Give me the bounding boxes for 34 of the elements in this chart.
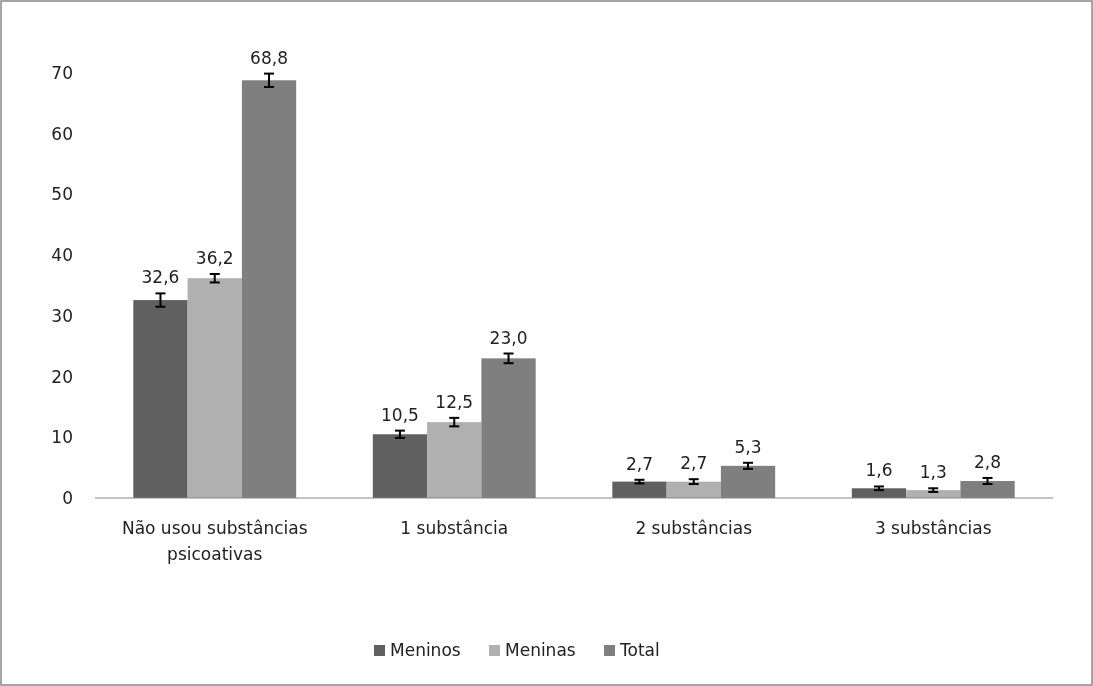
- y-tick-label: 50: [51, 184, 73, 205]
- x-tick-label: 3 substâncias: [874, 518, 992, 538]
- bar: [851, 488, 907, 498]
- x-tick-label: 1 substância: [400, 518, 509, 538]
- legend-label: Total: [619, 640, 660, 660]
- data-label: 12,5: [435, 391, 474, 412]
- y-tick-label: 0: [62, 488, 73, 508]
- y-tick-label: 20: [51, 366, 73, 387]
- y-tick-label: 40: [51, 245, 73, 266]
- legend-label: Meninos: [390, 640, 461, 660]
- data-label: 2,8: [974, 451, 1002, 472]
- bar: [187, 278, 242, 498]
- data-label: 1,3: [919, 462, 947, 483]
- y-tick-label: 60: [51, 123, 73, 144]
- data-label: 5,3: [734, 436, 762, 457]
- y-tick-label: 10: [51, 427, 73, 448]
- x-tick-label: 2 substâncias: [635, 518, 753, 538]
- bar: [372, 434, 428, 498]
- data-label: 36,2: [195, 247, 234, 268]
- bar: [666, 481, 721, 498]
- x-tick-label: Não usou substâncias psicoativas: [121, 518, 308, 564]
- y-tick-label: 70: [51, 63, 73, 83]
- bar: [612, 481, 667, 498]
- legend-label: Meninas: [505, 640, 576, 660]
- data-label: 68,8: [250, 47, 288, 68]
- data-label: 32,6: [141, 267, 180, 288]
- bar: [133, 300, 188, 498]
- data-label: 10,5: [381, 404, 419, 425]
- y-tick-label: 30: [51, 305, 73, 326]
- data-label: 2,7: [625, 453, 653, 474]
- bar: [427, 422, 482, 498]
- data-label: 2,7: [680, 453, 708, 474]
- data-label: 1,6: [865, 460, 893, 481]
- data-label: 23,0: [489, 327, 528, 348]
